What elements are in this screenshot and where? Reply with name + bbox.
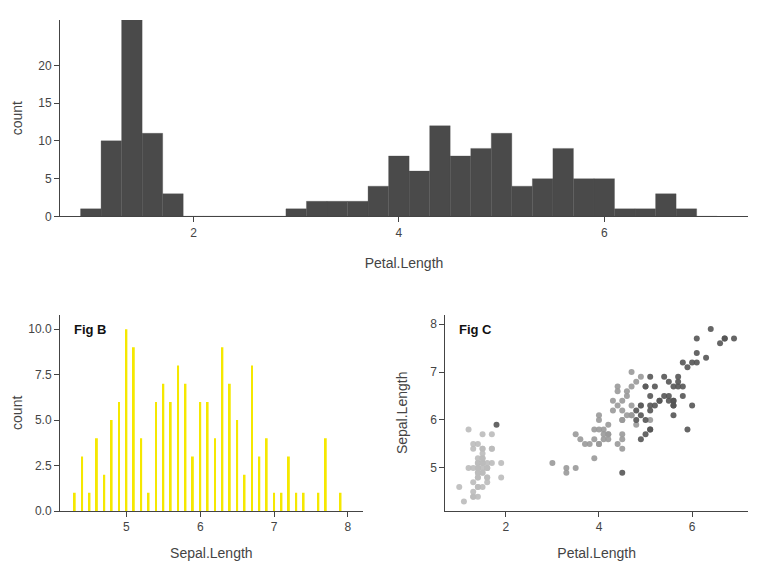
svg-text:7: 7 bbox=[430, 365, 437, 379]
svg-text:5: 5 bbox=[430, 461, 437, 475]
svg-text:Sepal.Length: Sepal.Length bbox=[170, 545, 253, 561]
svg-text:count: count bbox=[9, 101, 25, 135]
svg-text:Fig C: Fig C bbox=[459, 322, 492, 337]
svg-text:6: 6 bbox=[430, 413, 437, 427]
svg-text:Sepal.Length: Sepal.Length bbox=[394, 372, 410, 455]
svg-text:5: 5 bbox=[123, 520, 130, 534]
svg-text:6: 6 bbox=[601, 226, 608, 240]
svg-text:7: 7 bbox=[271, 520, 278, 534]
svg-text:15: 15 bbox=[38, 96, 52, 110]
svg-text:6: 6 bbox=[197, 520, 204, 534]
svg-text:2.5: 2.5 bbox=[35, 459, 52, 473]
svg-text:4: 4 bbox=[596, 520, 603, 534]
svg-text:6: 6 bbox=[689, 520, 696, 534]
svg-text:10: 10 bbox=[38, 134, 52, 148]
svg-text:8: 8 bbox=[345, 520, 352, 534]
svg-text:2: 2 bbox=[502, 520, 509, 534]
svg-text:5.0: 5.0 bbox=[35, 413, 52, 427]
svg-text:8: 8 bbox=[430, 317, 437, 331]
svg-text:5: 5 bbox=[45, 172, 52, 186]
svg-text:0.0: 0.0 bbox=[35, 504, 52, 518]
svg-text:10.0: 10.0 bbox=[28, 322, 52, 336]
svg-text:2: 2 bbox=[190, 226, 197, 240]
svg-text:7.5: 7.5 bbox=[35, 368, 52, 382]
svg-text:20: 20 bbox=[38, 59, 52, 73]
svg-text:4: 4 bbox=[396, 226, 403, 240]
svg-text:Petal.Length: Petal.Length bbox=[557, 545, 636, 561]
svg-text:0: 0 bbox=[45, 210, 52, 224]
svg-text:Petal.Length: Petal.Length bbox=[365, 255, 444, 271]
svg-text:count: count bbox=[9, 396, 25, 430]
svg-text:Fig B: Fig B bbox=[74, 322, 107, 337]
